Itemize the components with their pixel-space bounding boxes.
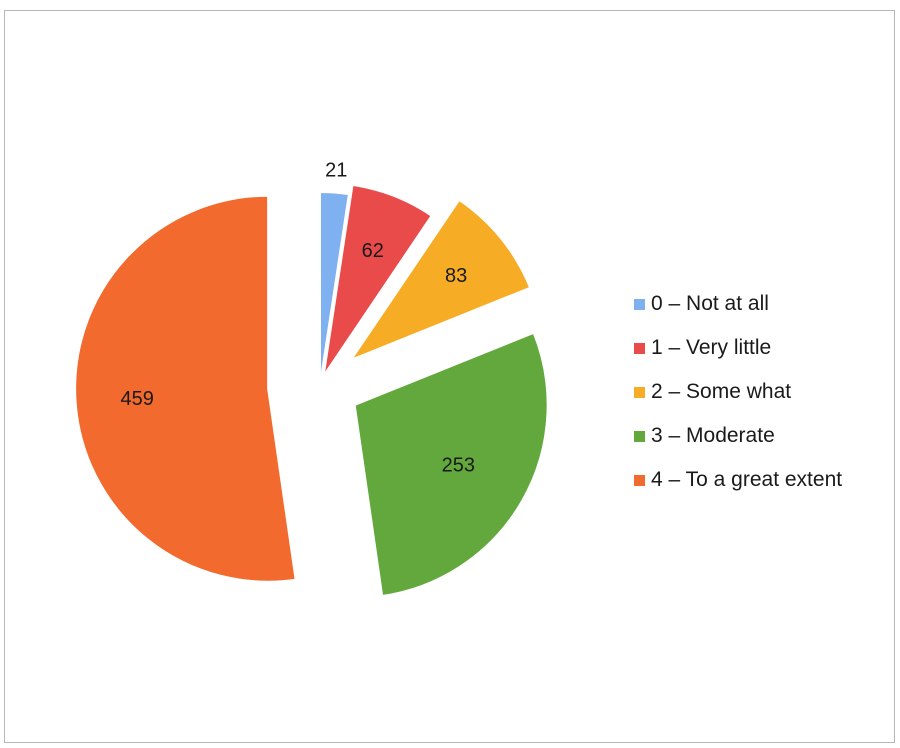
legend-label-4: 4 – To a great extent [651, 468, 843, 491]
legend: 0 – Not at all 1 – Very little 2 – Some wh… [634, 282, 842, 502]
data-label-2: 83 [445, 265, 467, 287]
pie-slice-0 [319, 190, 351, 386]
pie-slice-3 [353, 331, 549, 598]
legend-item-2: 2 – Some what [634, 370, 842, 414]
legend-item-4: 4 – To a great extent [634, 458, 842, 502]
data-label-3: 253 [442, 455, 475, 477]
legend-label-2: 2 – Some what [651, 380, 792, 403]
data-label-0: 21 [325, 159, 347, 181]
pie-slice-2 [348, 198, 532, 363]
pie-data-labels: 21 62 83 253 459 [121, 159, 476, 476]
legend-swatch-1 [634, 342, 645, 354]
legend-label-1: 1 – Very little [651, 336, 772, 359]
data-label-4: 459 [121, 388, 154, 410]
legend-swatch-0 [634, 298, 645, 310]
legend-item-0: 0 – Not at all [634, 282, 842, 326]
pie-slices [74, 183, 549, 598]
pie-slice-4 [74, 194, 297, 583]
pie-slice-1 [322, 183, 434, 377]
legend-swatch-4 [634, 474, 645, 486]
legend-item-3: 3 – Moderate [634, 414, 842, 458]
legend-swatch-2 [634, 386, 645, 398]
legend-label-3: 3 – Moderate [651, 424, 775, 447]
legend-swatch-3 [634, 430, 645, 442]
legend-item-1: 1 – Very little [634, 326, 842, 370]
legend-label-0: 0 – Not at all [651, 292, 769, 315]
data-label-1: 62 [362, 240, 384, 262]
